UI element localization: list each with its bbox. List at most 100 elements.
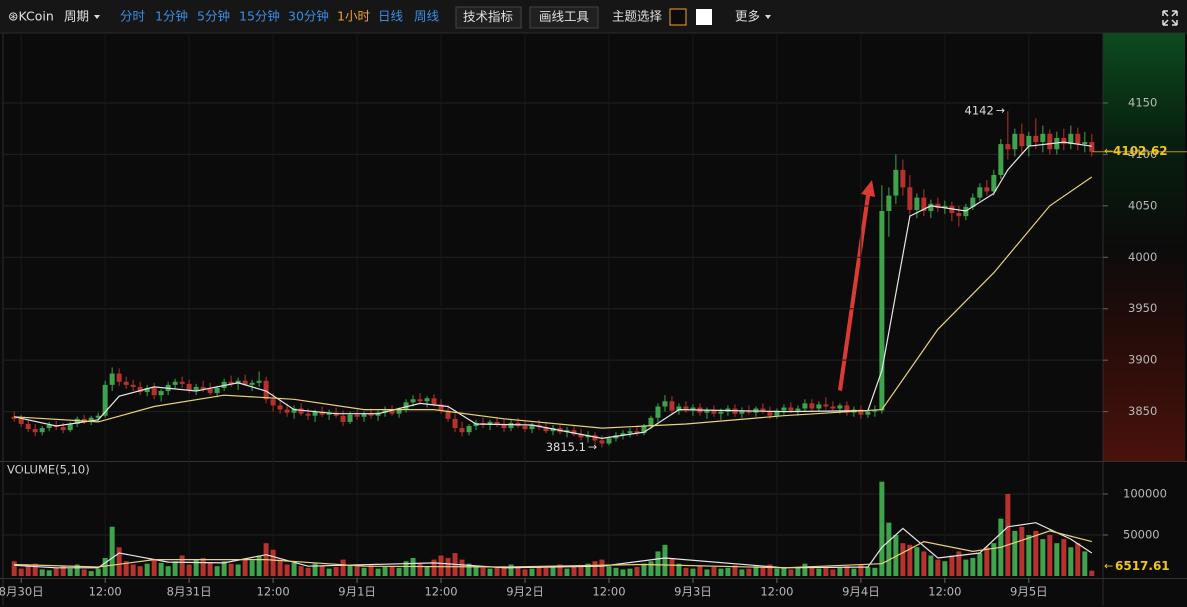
candle-body: [452, 418, 458, 429]
volume-bar: [935, 559, 941, 576]
candle-body: [396, 409, 402, 414]
candle-body: [907, 187, 913, 210]
interval-option[interactable]: 日线: [378, 9, 404, 24]
volume-bar: [172, 561, 178, 576]
volume-bar: [522, 569, 528, 576]
candle-body: [88, 417, 94, 422]
volume-bar: [1054, 543, 1060, 576]
volume-bar: [697, 566, 703, 576]
candle-body: [991, 174, 997, 192]
volume-bar: [88, 571, 94, 576]
x-tick-label: 9月1日: [338, 585, 376, 599]
candle-body: [683, 406, 689, 410]
candle-body: [39, 428, 45, 433]
volume-bar: [179, 555, 185, 576]
candle-body: [592, 435, 598, 441]
volume-bar: [109, 526, 115, 576]
candle-body: [928, 203, 934, 211]
candle-body: [858, 409, 864, 415]
candle-body: [347, 414, 353, 422]
period-menu[interactable]: 周期: [64, 9, 89, 24]
candle-body: [501, 423, 507, 429]
dropdown-caret: [765, 15, 771, 19]
candle-body: [620, 433, 626, 436]
candle-body: [809, 403, 815, 409]
volume-bar: [186, 564, 192, 576]
candle-body: [410, 399, 416, 403]
volume-bar: [102, 557, 108, 576]
volume-bar: [865, 566, 871, 576]
candle-body: [795, 408, 801, 411]
candle-body: [25, 423, 31, 430]
interval-option[interactable]: 周线: [414, 9, 440, 24]
volume-bar: [599, 559, 605, 576]
volume-bar: [1012, 530, 1018, 576]
candle-body: [172, 381, 178, 385]
volume-bar: [991, 543, 997, 576]
candle-body: [718, 411, 724, 414]
dark-theme-swatch[interactable]: [669, 8, 687, 26]
volume-bar: [669, 557, 675, 576]
volume-bar: [368, 565, 374, 576]
more-menu[interactable]: 更多: [735, 9, 760, 24]
volume-bar: [858, 564, 864, 576]
x-tick-label: 9月2日: [506, 585, 544, 599]
candle-body: [270, 399, 276, 406]
volume-bar: [844, 566, 850, 576]
candle-body: [837, 405, 843, 409]
volume-bar: [291, 562, 297, 576]
candle-body: [648, 417, 654, 427]
fullscreen-button[interactable]: [1162, 10, 1178, 26]
candle-body: [508, 422, 514, 429]
candle-body: [242, 380, 248, 385]
volume-bar: [907, 544, 913, 576]
candle-body: [179, 381, 185, 384]
volume-bar: [431, 559, 437, 576]
candle-body: [704, 410, 710, 413]
candle-body: [522, 426, 528, 430]
drawing-button[interactable]: 画线工具: [539, 9, 590, 24]
volume-bar: [221, 561, 227, 576]
volume-bar: [515, 567, 521, 576]
interval-option[interactable]: 1小时: [337, 9, 370, 24]
volume-bar: [473, 566, 479, 576]
candle-body: [599, 440, 605, 444]
volume-bar: [578, 565, 584, 576]
indicator-button[interactable]: 技术指标: [463, 9, 513, 24]
y-tick-label: 4000: [1128, 250, 1157, 264]
candle-body: [865, 411, 871, 415]
logo: ⊛KCoin: [8, 9, 54, 24]
y-tick-label: 3900: [1128, 353, 1157, 367]
candle-body: [816, 404, 822, 409]
interval-option[interactable]: 1分钟: [155, 9, 188, 24]
plot: 3850 3900 3950 4000 4050 4100 4150 50000 100000 8…: [0, 33, 1187, 599]
arrow: ←: [1104, 145, 1113, 158]
candle-body: [249, 382, 255, 385]
volume-bar: [67, 568, 73, 576]
light-theme-swatch[interactable]: [696, 9, 712, 25]
interval-option[interactable]: 15分钟: [239, 9, 280, 24]
volume-bar: [158, 562, 164, 576]
volume-bar: [893, 534, 899, 576]
interval-option[interactable]: 30分钟: [288, 9, 329, 24]
button-frame: [455, 6, 522, 29]
candle-body: [431, 398, 437, 405]
candle-body: [487, 421, 493, 425]
price-axis-panel: [1103, 33, 1185, 461]
candle-body: [1075, 133, 1081, 145]
volume-bar: [95, 568, 101, 576]
candle-body: [298, 408, 304, 414]
candle-body: [151, 387, 157, 396]
candle-body: [193, 386, 199, 391]
interval-option[interactable]: 5分钟: [197, 9, 230, 24]
candle-body: [46, 424, 52, 429]
volume-bar: [1075, 543, 1081, 576]
candle-body: [291, 408, 297, 413]
candle-body: [977, 187, 983, 198]
candle-body: [690, 407, 696, 410]
interval-option[interactable]: 分时: [120, 9, 146, 24]
x-tick-label: 9月3日: [674, 585, 712, 599]
candle-body: [445, 410, 451, 419]
volume-bar: [739, 569, 745, 576]
